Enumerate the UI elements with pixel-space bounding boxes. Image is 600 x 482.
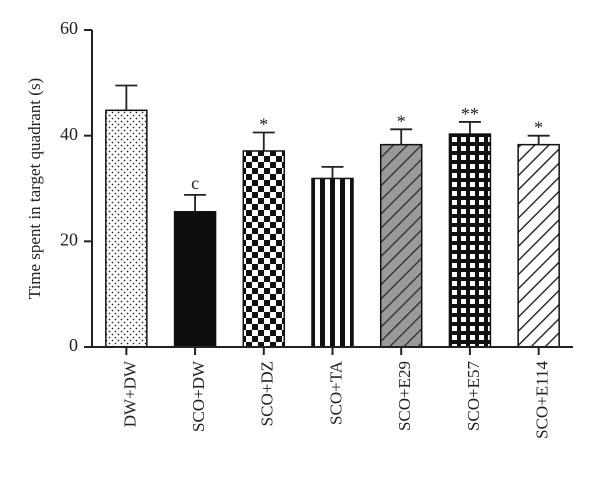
error-bar — [184, 193, 207, 212]
x-category-label: SCO+E114 — [533, 361, 552, 439]
error-bar — [252, 131, 275, 151]
significance-annotation: * — [397, 111, 406, 131]
bar-dw-dw — [105, 109, 148, 348]
bar-sco-ta — [311, 177, 354, 348]
bars — [105, 109, 560, 348]
bar-sco-e29 — [379, 143, 423, 348]
y-tick-label: 60 — [60, 18, 78, 38]
x-category-label: SCO+DZ — [258, 361, 277, 426]
y-axis-ticks: 0 20 40 60 — [60, 18, 92, 355]
bar-sco-dz — [242, 150, 286, 348]
significance-annotation: * — [259, 114, 268, 134]
y-tick-label: 20 — [60, 229, 78, 249]
x-category-label: SCO+E57 — [464, 361, 483, 432]
bar-sco-e57 — [448, 133, 492, 348]
error-bar — [321, 165, 344, 179]
significance-annotation: c — [191, 173, 199, 193]
error-bar — [527, 134, 550, 145]
significance-annotation: ** — [461, 104, 479, 124]
y-tick-label: 0 — [69, 335, 78, 355]
y-tick-label: 40 — [60, 124, 78, 144]
error-bar — [458, 121, 481, 135]
x-category-label: SCO+DW — [189, 360, 208, 432]
x-category-label: SCO+E29 — [395, 361, 414, 431]
x-category-label: DW+DW — [120, 360, 139, 427]
y-axis-label: Time spent in target quadrant (s) — [25, 78, 44, 299]
bar-sco-dw — [173, 210, 217, 348]
error-bar — [115, 84, 138, 111]
significance-annotation: * — [534, 118, 543, 138]
error-bars — [115, 84, 550, 212]
error-bar — [390, 128, 413, 145]
axes — [91, 30, 573, 348]
x-category-label: SCO+TA — [326, 360, 345, 425]
significance-annotations: c* * *** — [191, 104, 543, 193]
bar-sco-e114 — [517, 143, 560, 348]
x-axis-category-labels: DW+DW SCO+DW SCO+DZ SCO+TA SCO+E29 SCO+E57 SCO… — [120, 347, 552, 439]
